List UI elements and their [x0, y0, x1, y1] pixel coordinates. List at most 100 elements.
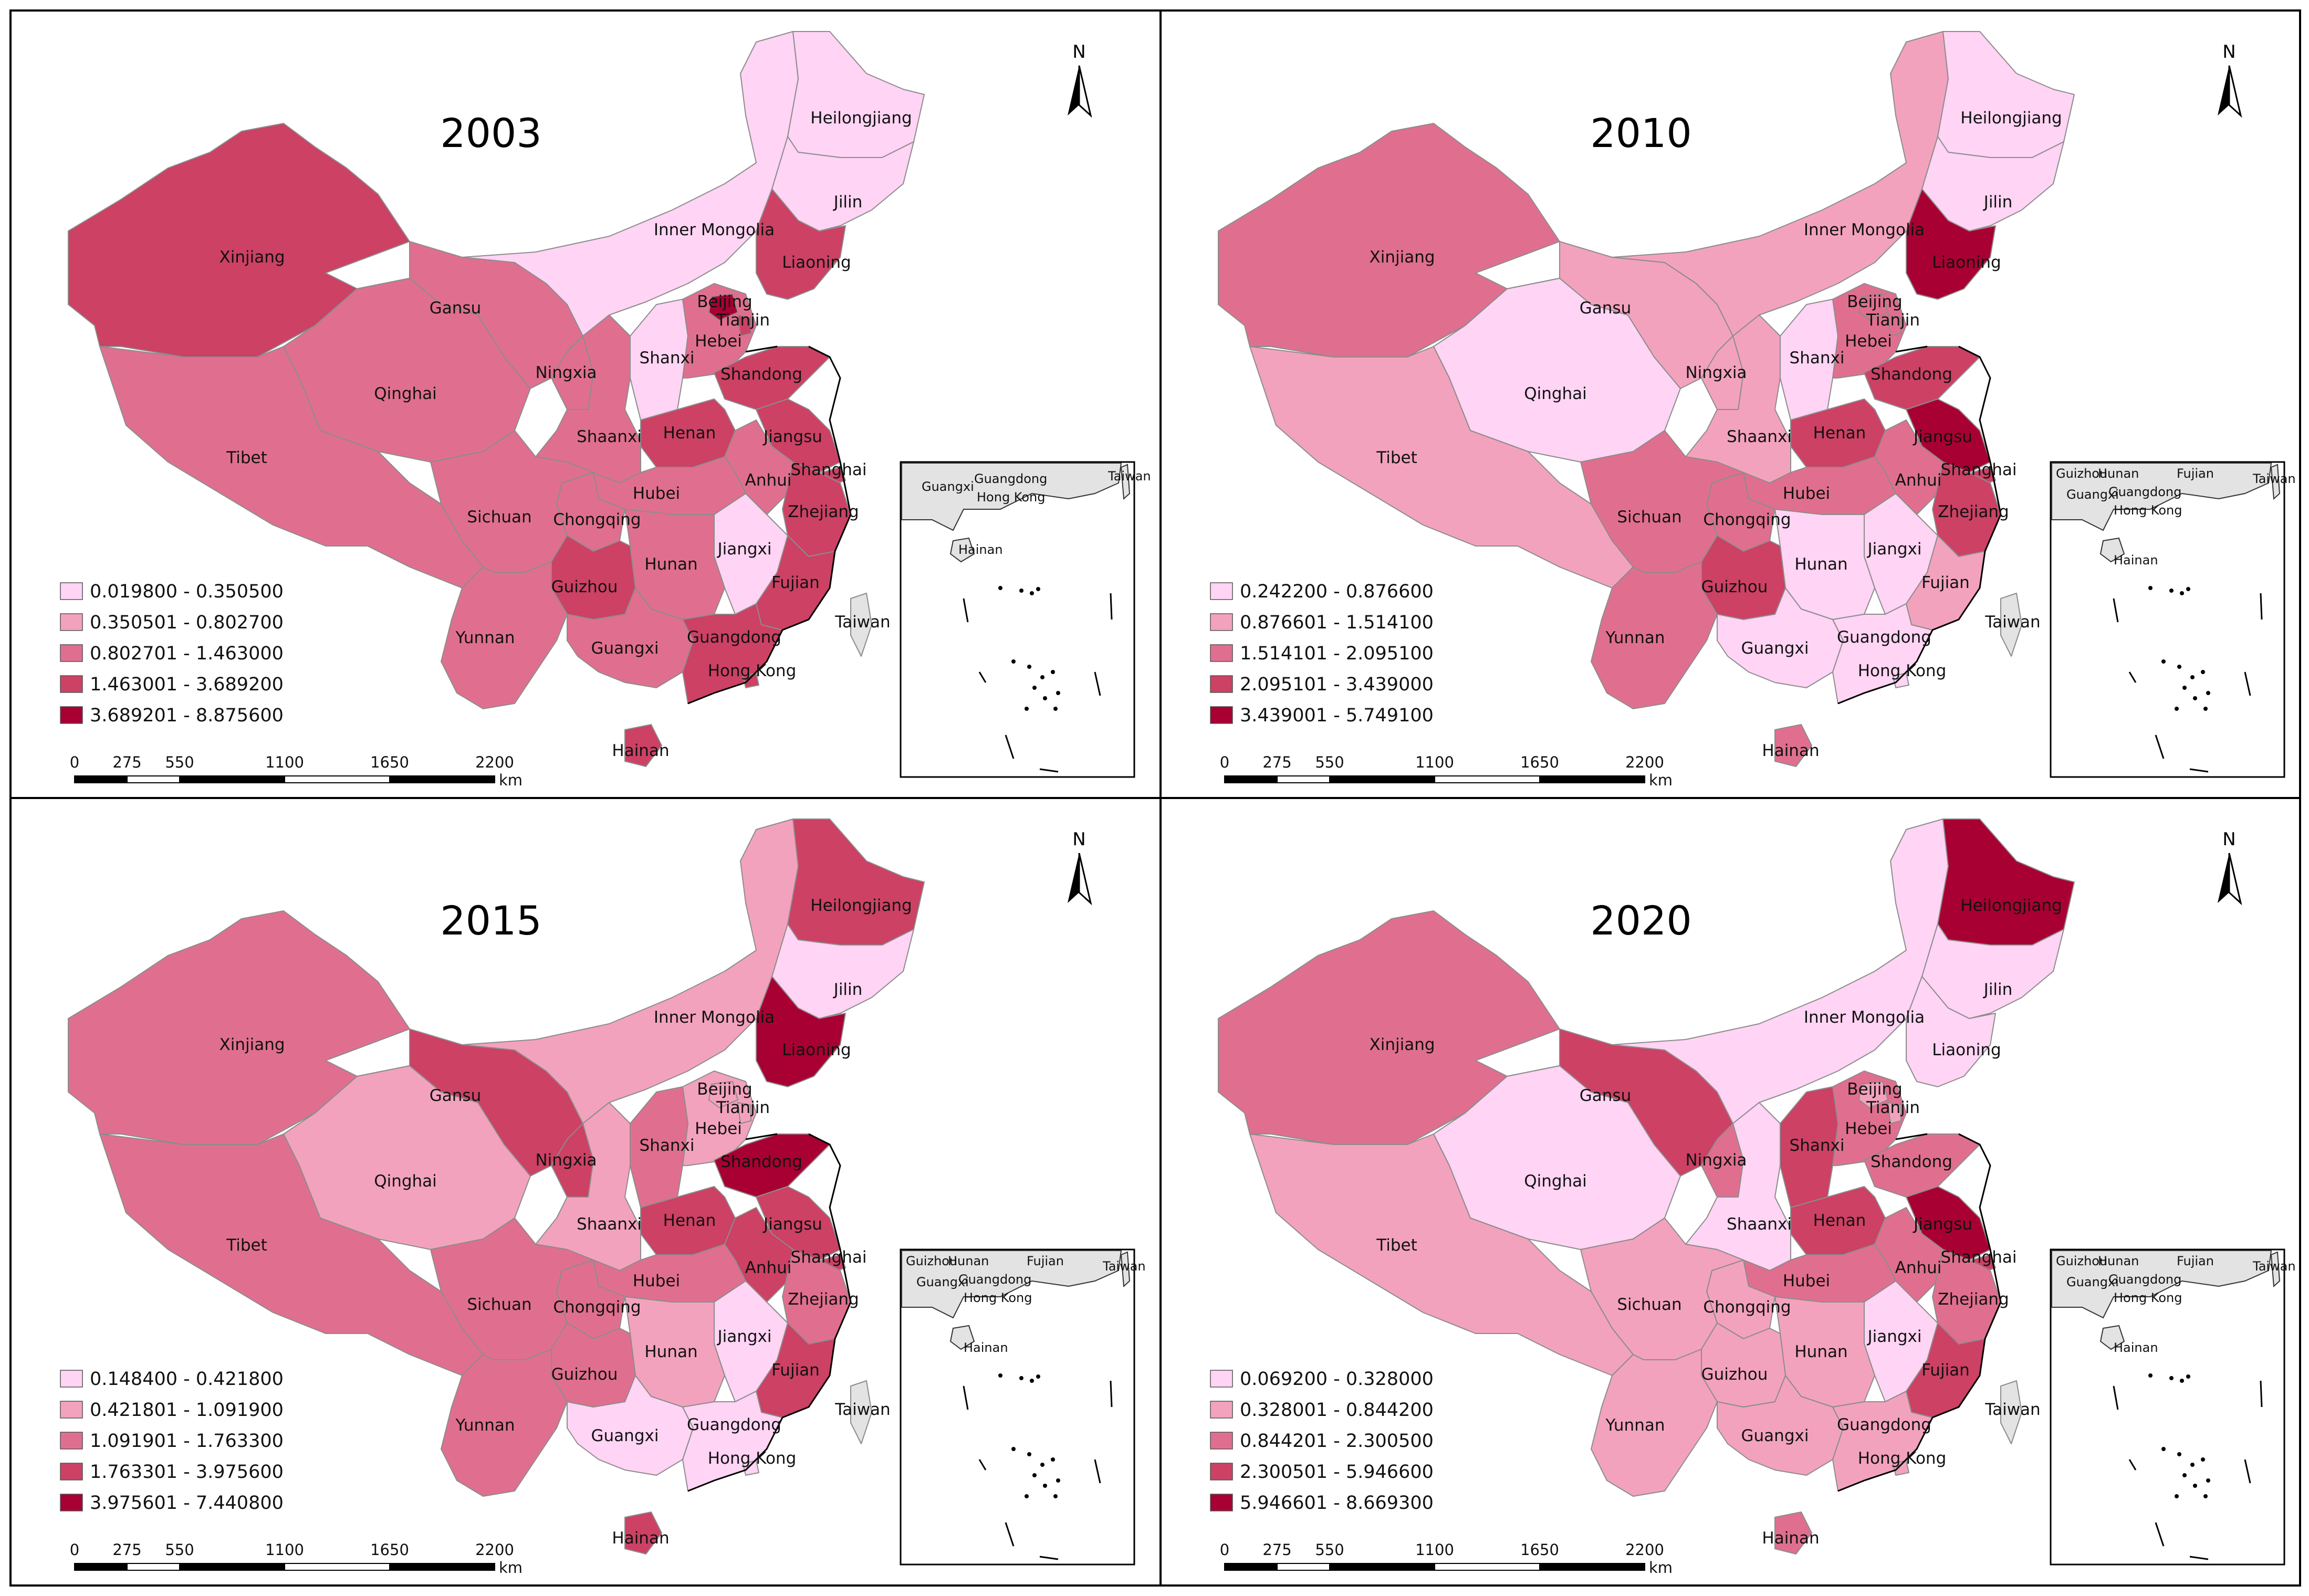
label-taiwan: Taiwan [834, 1400, 890, 1419]
legend-label: 0.069200 - 0.328000 [1240, 1369, 1434, 1390]
scale-label: 275 [112, 753, 141, 771]
label-guizhou: Guizhou [1701, 578, 1768, 596]
province-sichuan [430, 1217, 594, 1360]
province-shandong [714, 1133, 830, 1198]
label-shanxi: Shanxi [640, 349, 695, 368]
label-tibet: Tibet [1376, 1236, 1417, 1255]
inset-label-taiwan: Taiwan [1102, 1259, 1146, 1274]
scale-label: 550 [165, 1541, 194, 1559]
label-shanxi: Shanxi [1790, 1136, 1845, 1155]
label-inner-mongolia: Inner Mongolia [1804, 1008, 1925, 1027]
label-hubei: Hubei [633, 484, 680, 503]
label-shandong: Shandong [720, 365, 802, 384]
map-panel-2020: Heilongjiang Jilin Inner Mongolia Liaoning B… [1159, 797, 2301, 1587]
scale-label: 275 [112, 1541, 141, 1559]
label-zhejiang: Zhejiang [1938, 502, 2009, 521]
legend-swatch [1210, 1432, 1233, 1450]
legend-swatch [60, 644, 83, 662]
label-shandong: Shandong [1871, 365, 1952, 384]
label-beijing: Beijing [1847, 292, 1903, 311]
scale-label: 2200 [1625, 753, 1664, 771]
legend-label: 0.844201 - 2.300500 [1240, 1431, 1434, 1452]
legend-label: 3.689201 - 8.875600 [90, 705, 284, 726]
legend-label: 0.876601 - 1.514100 [1240, 612, 1434, 633]
inset-label-taiwan: Taiwan [2252, 471, 2296, 486]
legend-label: 0.242200 - 0.876600 [1240, 581, 1434, 602]
label-xinjiang: Xinjiang [219, 248, 285, 267]
label-jilin: Jilin [833, 980, 863, 999]
label-jiangsu: Jiangsu [1913, 1215, 1972, 1234]
map-panel-2003: Heilongjiang Jilin Inner Mongolia Liaoning B… [9, 9, 1162, 799]
province-sichuan [1580, 430, 1744, 573]
legend: 0.019800 - 0.350500 0.350501 - 0.802700 0.… [60, 581, 284, 726]
province-hainan [624, 1511, 662, 1555]
inset-label-hainan: Hainan [958, 542, 1003, 557]
label-liaoning: Liaoning [1932, 253, 2001, 272]
label-shanghai: Shanghai [791, 460, 867, 479]
legend-swatch [1210, 644, 1233, 662]
label-yunnan: Yunnan [1605, 1416, 1665, 1435]
label-jiangsu: Jiangsu [762, 1215, 822, 1234]
map-panel-2015: Heilongjiang Jilin Inner Mongolia Liaoning B… [9, 797, 1162, 1587]
label-fujian: Fujian [1921, 573, 1970, 592]
label-jiangxi: Jiangxi [1866, 1327, 1921, 1346]
label-anhui: Anhui [745, 1258, 792, 1277]
legend-swatch [60, 1494, 83, 1511]
label-hainan: Hainan [1762, 1529, 1819, 1548]
inset-label-hainan: Hainan [2114, 553, 2158, 568]
legend: 0.069200 - 0.328000 0.328001 - 0.844200 0.… [1210, 1369, 1434, 1514]
legend-label: 0.148400 - 0.421800 [90, 1369, 284, 1390]
provinces [68, 31, 925, 767]
legend-label: 1.514101 - 2.095100 [1240, 643, 1434, 664]
scale-label: 1100 [265, 753, 304, 771]
scale-label: 0 [70, 753, 79, 771]
inset-label-guangxi: Guangxi [2066, 487, 2119, 502]
province-tianjin [1887, 1102, 1901, 1124]
provinces [1218, 31, 2075, 767]
label-hebei: Hebei [695, 1119, 742, 1138]
scale-label: 0 [1220, 753, 1229, 771]
label-shanxi: Shanxi [1790, 349, 1845, 368]
inset-label-guizhou: Guizhou [906, 1254, 957, 1268]
inset-label-guangdong: Guangdong [2108, 485, 2181, 499]
label-henan: Henan [1813, 1211, 1866, 1230]
label-liaoning: Liaoning [782, 1041, 851, 1059]
province-shandong [1864, 346, 1980, 410]
legend-label: 0.019800 - 0.350500 [90, 581, 284, 602]
label-hong-kong: Hong Kong [708, 1449, 797, 1468]
province-taiwan [2000, 593, 2022, 657]
inset-label-fujian: Fujian [1027, 1254, 1064, 1268]
province-yunnan [1591, 1349, 1718, 1497]
legend-label: 0.421801 - 1.091900 [90, 1400, 284, 1421]
svg-text:N: N [1072, 41, 1085, 62]
scale-unit: km [499, 1559, 523, 1577]
province-shandong [714, 346, 830, 410]
legend-label: 0.328001 - 0.844200 [1240, 1400, 1434, 1421]
scale-label: 0 [70, 1541, 79, 1559]
label-hubei: Hubei [633, 1272, 680, 1290]
inset-label-guangdong: Guangdong [974, 471, 1047, 486]
legend-swatch [1210, 1463, 1233, 1480]
inset-label-guangxi: Guangxi [916, 1275, 969, 1289]
inset-label-hunan: Hunan [948, 1254, 989, 1268]
scale-label: 1100 [1415, 753, 1454, 771]
province-hainan [1774, 1511, 1812, 1555]
province-beijing [1858, 1081, 1888, 1108]
label-taiwan: Taiwan [1984, 613, 2040, 632]
label-henan: Henan [1813, 424, 1866, 443]
province-hong-kong [1893, 673, 1909, 688]
province-beijing [708, 1081, 738, 1108]
label-guangdong: Guangdong [1837, 628, 1931, 647]
legend-label: 2.095101 - 3.439000 [1240, 674, 1434, 695]
label-guangxi: Guangxi [1741, 639, 1809, 658]
label-anhui: Anhui [745, 471, 792, 490]
label-qinghai: Qinghai [1524, 1172, 1587, 1191]
label-shanghai: Shanghai [1941, 460, 2017, 479]
label-anhui: Anhui [1895, 471, 1942, 490]
label-zhejiang: Zhejiang [1938, 1290, 2009, 1309]
legend-swatch [60, 1432, 83, 1450]
panel-title: 2003 [440, 110, 541, 156]
legend-swatch [1210, 706, 1233, 724]
